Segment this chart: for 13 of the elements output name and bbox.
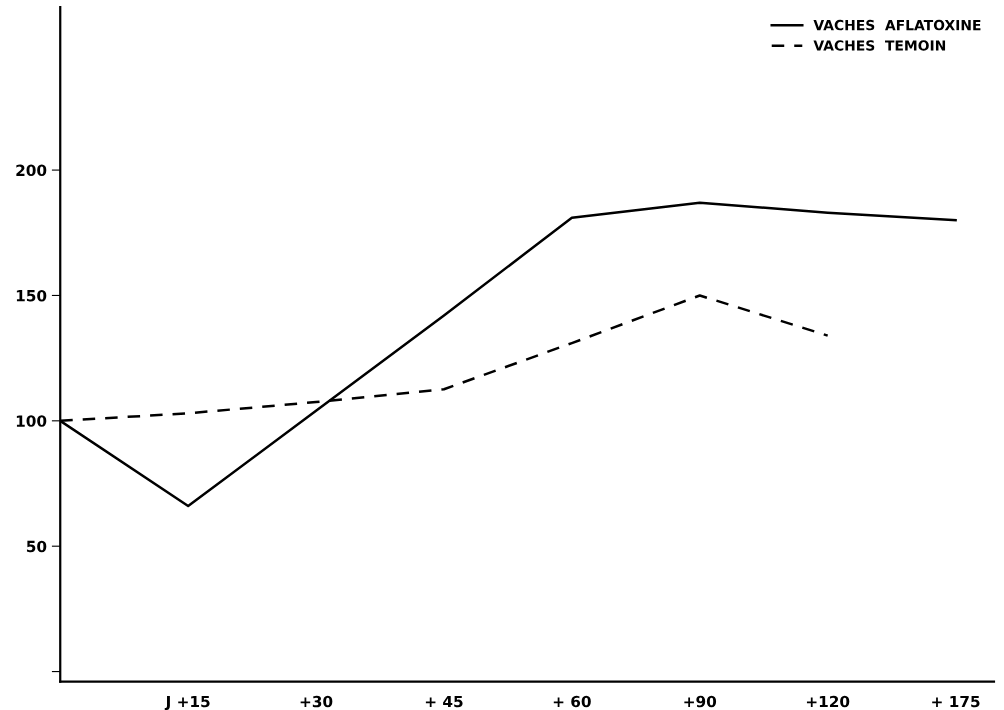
- x-tick-label: +120: [806, 695, 850, 708]
- legend-label: VACHES AFLATOXINE: [813, 19, 981, 31]
- y-tick-label: 200: [16, 164, 47, 177]
- x-tick-label: + 175: [932, 695, 980, 708]
- legend-label: VACHES TEMOIN: [813, 40, 946, 51]
- x-tick-label: +30: [300, 695, 333, 708]
- x-tick-label: + 45: [425, 695, 463, 708]
- y-tick-label: 150: [16, 289, 47, 302]
- x-tick-label: +90: [684, 695, 717, 708]
- x-tick-label: J +15: [164, 695, 210, 710]
- y-tick-label: 100: [16, 415, 47, 427]
- x-tick-label: + 60: [553, 695, 591, 708]
- y-tick-label: 50: [26, 540, 47, 553]
